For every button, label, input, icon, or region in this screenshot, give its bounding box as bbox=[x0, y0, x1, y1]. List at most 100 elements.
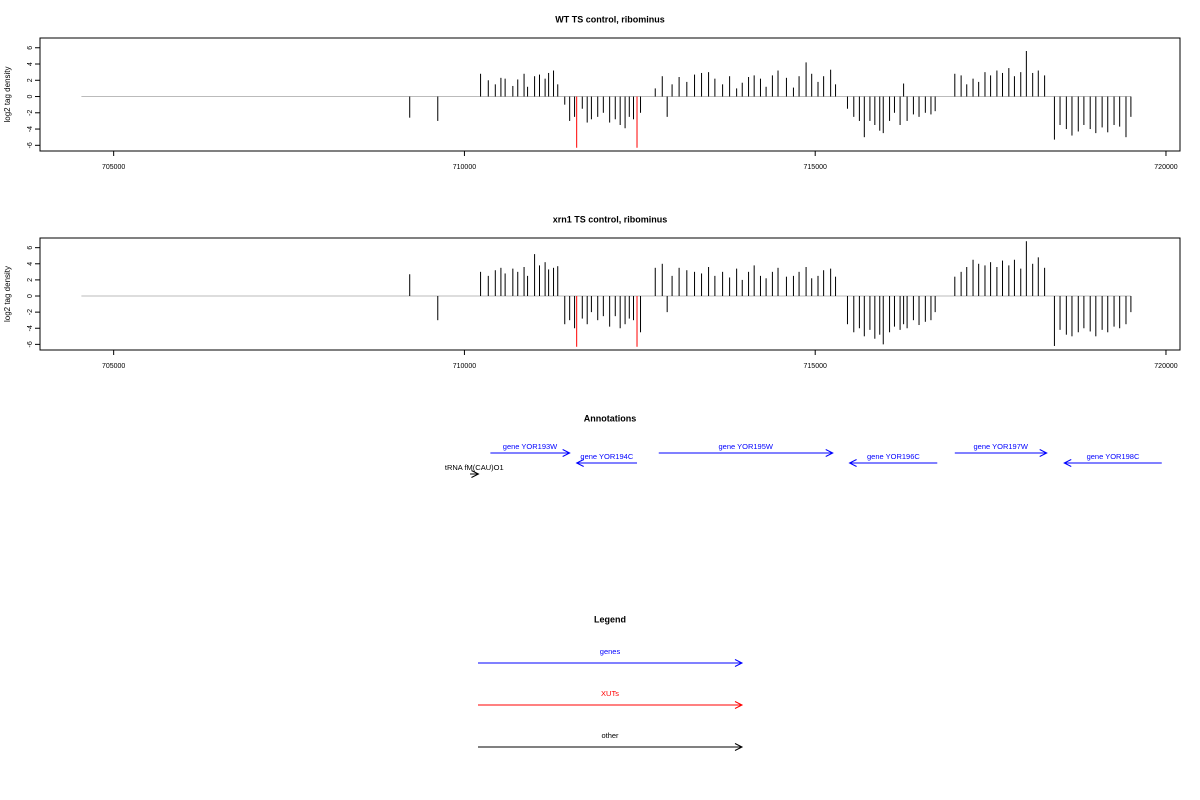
density-bar bbox=[753, 265, 755, 297]
density-bar bbox=[544, 78, 546, 97]
density-bar bbox=[500, 77, 502, 97]
density-bar bbox=[903, 296, 905, 325]
density-bar bbox=[671, 275, 673, 297]
density-bar bbox=[512, 85, 514, 97]
density-bar bbox=[777, 267, 779, 297]
density-bar bbox=[1101, 296, 1103, 330]
density-bar bbox=[1113, 96, 1115, 125]
density-bar bbox=[1077, 296, 1079, 333]
y-tick-label: -2 bbox=[27, 110, 34, 116]
density-bar bbox=[863, 96, 865, 138]
x-tick-label: 705000 bbox=[102, 164, 125, 171]
density-bar bbox=[899, 96, 901, 125]
density-bar bbox=[678, 77, 680, 97]
density-bar bbox=[581, 296, 583, 319]
x-tick-label: 720000 bbox=[1154, 363, 1177, 370]
x-tick-label: 715000 bbox=[804, 363, 827, 370]
density-bar bbox=[1037, 257, 1039, 297]
density-bar bbox=[792, 275, 794, 297]
density-bar bbox=[960, 271, 962, 297]
density-bar bbox=[817, 81, 819, 97]
x-tick-label: 710000 bbox=[453, 164, 476, 171]
density-bar bbox=[538, 74, 540, 97]
density-bar bbox=[846, 96, 848, 109]
density-bar bbox=[504, 78, 506, 97]
density-bar bbox=[893, 296, 895, 327]
density-bar bbox=[534, 254, 536, 297]
density-bar bbox=[879, 296, 881, 335]
density-bar bbox=[736, 88, 738, 97]
density-bar bbox=[714, 275, 716, 297]
density-bar bbox=[882, 96, 884, 134]
density-bar bbox=[576, 96, 578, 148]
legend-label: XUTs bbox=[601, 689, 619, 698]
density-bar bbox=[1107, 296, 1109, 333]
density-bar bbox=[835, 84, 837, 97]
legend-arrow-head bbox=[734, 659, 744, 667]
density-bar bbox=[597, 296, 599, 321]
density-bar bbox=[701, 273, 703, 297]
density-bar bbox=[527, 275, 529, 297]
density-bar bbox=[972, 78, 974, 97]
density-bar bbox=[978, 263, 980, 297]
density-bar bbox=[1107, 96, 1109, 133]
density-bar bbox=[480, 73, 482, 97]
density-bar bbox=[1125, 96, 1127, 138]
density-bar bbox=[654, 267, 656, 297]
density-bar bbox=[805, 267, 807, 297]
density-bar bbox=[759, 275, 761, 297]
density-bar bbox=[990, 262, 992, 297]
density-bar bbox=[494, 270, 496, 297]
chart-title: WT TS control, ribominus bbox=[555, 14, 665, 24]
x-tick-label: 715000 bbox=[804, 164, 827, 171]
density-bar bbox=[1008, 265, 1010, 297]
density-bar bbox=[930, 96, 932, 115]
legend-arrow-head bbox=[734, 743, 744, 751]
density-bar bbox=[480, 271, 482, 297]
density-bar bbox=[1071, 96, 1073, 136]
x-tick-label: 705000 bbox=[102, 363, 125, 370]
density-bar bbox=[517, 79, 519, 97]
feature-label: gene YOR195W bbox=[719, 442, 774, 451]
density-bar bbox=[654, 88, 656, 97]
density-bar bbox=[1013, 259, 1015, 297]
density-bar bbox=[636, 96, 638, 148]
density-bar bbox=[714, 78, 716, 97]
density-bar bbox=[602, 296, 604, 317]
density-bar bbox=[853, 296, 855, 333]
density-bar bbox=[930, 296, 932, 321]
density-bar bbox=[1025, 51, 1027, 97]
feature-label: gene YOR197W bbox=[974, 442, 1029, 451]
density-bar bbox=[1044, 267, 1046, 297]
density-bar bbox=[544, 262, 546, 297]
density-bar bbox=[759, 78, 761, 97]
legend-label: genes bbox=[600, 647, 621, 656]
density-bar bbox=[960, 75, 962, 97]
arrow-head bbox=[825, 449, 834, 457]
x-tick-label: 710000 bbox=[453, 363, 476, 370]
density-bar bbox=[523, 267, 525, 297]
density-bar bbox=[590, 96, 592, 120]
density-bar bbox=[798, 76, 800, 97]
density-bar bbox=[557, 84, 559, 97]
density-bar bbox=[619, 96, 621, 125]
density-bar bbox=[966, 84, 968, 97]
density-bar bbox=[771, 75, 773, 97]
density-bar bbox=[830, 69, 832, 97]
density-bar bbox=[701, 72, 703, 97]
density-bar bbox=[1032, 72, 1034, 97]
density-bar bbox=[765, 278, 767, 297]
density-bar bbox=[869, 296, 871, 330]
arrow-head bbox=[848, 459, 857, 467]
density-bar bbox=[609, 96, 611, 123]
density-bar bbox=[574, 96, 576, 117]
density-bar bbox=[1025, 241, 1027, 297]
density-bar bbox=[624, 96, 626, 129]
y-tick-label: 0 bbox=[27, 294, 34, 298]
density-bar bbox=[694, 271, 696, 297]
density-bar bbox=[694, 74, 696, 97]
density-bar bbox=[574, 296, 576, 329]
density-bar bbox=[1020, 72, 1022, 97]
legend-arrow-head bbox=[734, 701, 744, 709]
density-bar bbox=[736, 268, 738, 297]
